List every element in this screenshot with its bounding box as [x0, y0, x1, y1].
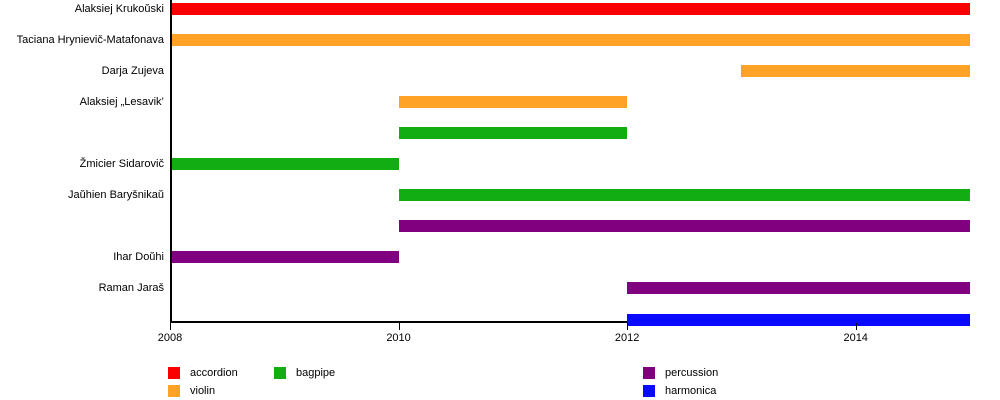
plot-area [170, 0, 970, 323]
legend-label-harmonica: harmonica [665, 385, 717, 397]
x-axis-tick-label: 2014 [843, 332, 868, 344]
legend-label-violin: violin [190, 385, 216, 397]
legend-label-bagpipe: bagpipe [296, 367, 336, 379]
timeline-bar-bagpipe [398, 126, 628, 139]
x-axis-tick [398, 323, 400, 330]
timeline-bar-violin [398, 95, 628, 108]
legend-swatch-percussion [643, 367, 655, 379]
timeline-bar-accordion [172, 2, 970, 15]
timeline-bar-violin [741, 64, 970, 77]
legend-label-percussion: percussion [665, 367, 719, 379]
timeline-bar-percussion [627, 282, 970, 295]
timeline-bar-percussion [172, 251, 399, 264]
x-axis-tick [855, 323, 857, 330]
x-axis-tick [627, 323, 629, 330]
legend-swatch-violin [168, 385, 180, 397]
row-label: Alaksiej Krukoŭski [74, 2, 164, 15]
row-label: Taciana Hrynievič-Matafonava [16, 33, 164, 46]
row-label: Jaŭhien Baryšnikaŭ [67, 189, 164, 202]
timeline-bar-bagpipe [172, 158, 399, 170]
x-axis-tick [170, 323, 171, 330]
timeline-bar-harmonica [627, 313, 970, 326]
timeline-bar-bagpipe [398, 189, 970, 202]
row-label: Raman Jaraš [98, 282, 164, 295]
row-label: Žmicier Sidarovič [79, 158, 164, 170]
timeline-bar-percussion [398, 220, 970, 233]
legend-swatch-harmonica [643, 385, 655, 397]
row-label: Alaksiej „Lesavik’ [79, 95, 164, 108]
timeline-bar-violin [172, 33, 970, 46]
legend-swatch-bagpipe [274, 367, 286, 379]
x-axis-tick-label: 2010 [386, 332, 411, 344]
x-axis-tick-label: 2008 [157, 332, 183, 344]
legend-swatch-accordion [168, 367, 180, 379]
row-label: Darja Zujeva [101, 64, 164, 77]
x-axis-tick-label: 2012 [614, 332, 640, 344]
legend-label-accordion: accordion [190, 367, 238, 379]
row-label: Ihar Doŭhi [113, 251, 164, 264]
